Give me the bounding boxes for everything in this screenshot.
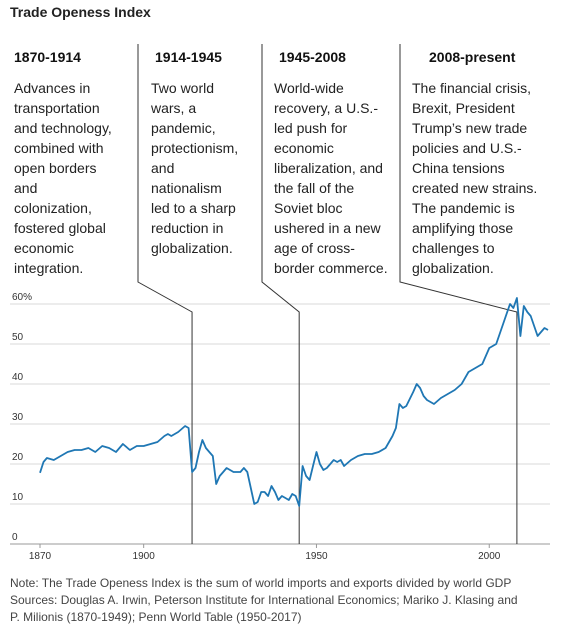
- era-1-description: Advances in transportation and technolog…: [14, 80, 112, 276]
- era-3-period: 1945-2008: [279, 49, 346, 65]
- era-2-period: 1914-1945: [155, 49, 222, 65]
- era-4-period: 2008-present: [429, 49, 516, 65]
- y-tick-label: 0: [12, 532, 18, 543]
- y-tick-label: 50: [12, 332, 24, 343]
- footnote-sources-1: Sources: Douglas A. Irwin, Peterson Inst…: [10, 593, 518, 607]
- y-tick-label: 30: [12, 412, 24, 423]
- x-tick-label: 1870: [29, 551, 52, 562]
- chart-title: Trade Openess Index: [10, 4, 151, 20]
- y-tick-label: 20: [12, 452, 24, 463]
- x-tick-label: 1900: [133, 551, 156, 562]
- era-connector-1: [137, 44, 193, 544]
- y-tick-label: 40: [12, 372, 24, 383]
- y-tick-label: 10: [12, 492, 24, 503]
- era-connectors: [137, 44, 518, 544]
- footnote-sources-2: P. Milionis (1870-1949); Penn World Tabl…: [10, 610, 302, 624]
- era-connector-3: [399, 44, 518, 544]
- x-tick-label: 1950: [305, 551, 328, 562]
- y-tick-label: 60%: [12, 292, 32, 303]
- x-tick-label: 2000: [478, 551, 501, 562]
- era-connector-2: [261, 44, 300, 544]
- footnote-note: Note: The Trade Openess Index is the sum…: [10, 576, 512, 590]
- trade-openness-line: [39, 297, 549, 507]
- y-gridlines: [10, 303, 550, 545]
- era-4-description: The financial crisis, Brexit, President …: [412, 80, 538, 276]
- era-3-description: World-wide recovery, a U.S.- led push fo…: [274, 80, 388, 276]
- y-tick-labels: 0 10 20 30 40 50 60%: [12, 292, 32, 543]
- x-tick-labels: 1870 1900 1950 2000: [29, 544, 501, 562]
- era-1-period: 1870-1914: [14, 49, 81, 65]
- era-2-description: Two world wars, a pandemic, protectionis…: [151, 80, 239, 256]
